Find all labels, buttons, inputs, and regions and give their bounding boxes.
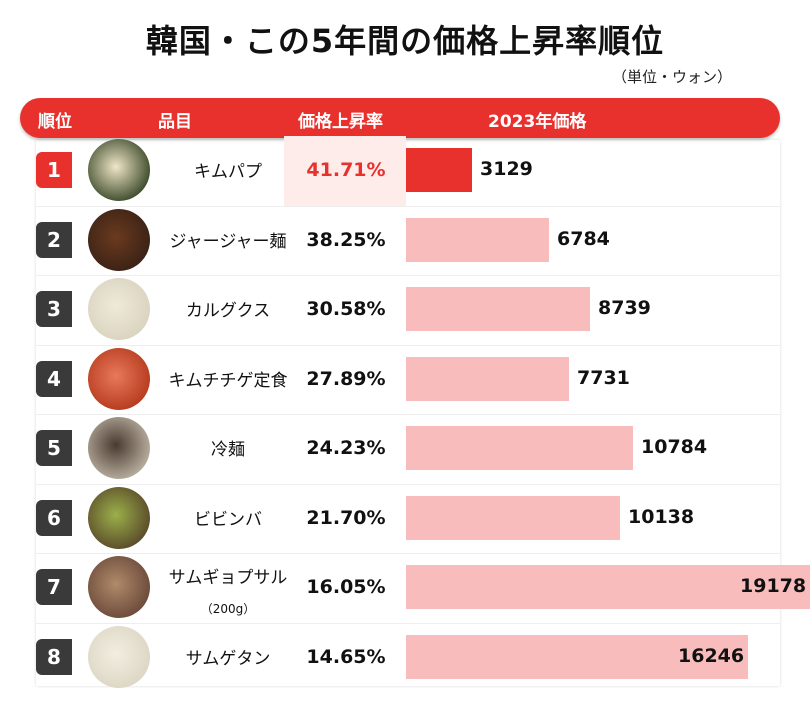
price-label: 7731 (577, 366, 630, 389)
price-label: 6784 (557, 227, 610, 250)
rate-value: 38.25% (306, 228, 386, 251)
price-label: 8739 (598, 297, 651, 319)
item-name: キムパプ (194, 162, 262, 182)
item-name: ジャージャー麺 (169, 231, 287, 252)
price-bar (406, 287, 590, 331)
row-divider (36, 275, 780, 276)
item-name: キムチチゲ定食 (168, 370, 288, 391)
kimchi-stew-icon (88, 347, 150, 410)
price-label: 10138 (628, 505, 695, 528)
price-label: 10784 (641, 436, 708, 458)
price-bar (406, 495, 620, 540)
price-label: 3129 (480, 158, 533, 180)
chart-title: 韓国・この5年間の価格上昇率順位 (145, 22, 665, 60)
samgyetang-icon (88, 625, 150, 688)
row-divider (36, 205, 780, 207)
price-bar (406, 217, 549, 262)
rate-value: 21.70% (306, 506, 386, 529)
table-row: 1 キムパプ 41.71% 3129 (36, 136, 780, 206)
rate-value: 16.05% (306, 576, 386, 598)
table-row: 4 キムチチゲ定食 27.89% 7731 (36, 345, 780, 415)
unit-label: （単位・ウォン） (611, 68, 732, 86)
price-label: 16246 (678, 644, 745, 667)
item-subname: （200g） (200, 602, 256, 616)
price-bar (406, 356, 569, 401)
row-divider (36, 622, 780, 624)
rank-badge: 8 (36, 638, 72, 675)
jajangmyeon-icon (88, 208, 150, 271)
rank-badge: 2 (36, 221, 72, 258)
row-divider (36, 344, 780, 346)
item-name: カルグクス (185, 301, 271, 321)
rate-value: 14.65% (306, 645, 386, 668)
table-row: 2 ジャージャー麺 38.25% 6784 (36, 206, 780, 276)
table-header: 順位 品目 価格上昇率 2023年価格 (20, 98, 780, 138)
item-name: 冷麺 (211, 440, 245, 460)
header-price: 2023年価格 (488, 112, 587, 132)
rate-value: 41.71% (306, 159, 386, 181)
bibimbap-icon (88, 486, 150, 549)
item-name: サムゲタン (185, 648, 271, 669)
price-bar (406, 426, 633, 470)
rate-highlight-bg (284, 136, 406, 206)
table-row: 7 サムギョプサル （200g） 16.05% 19178 (36, 553, 810, 623)
naengmyeon-icon (88, 417, 150, 479)
rank-badge: 7 (36, 569, 72, 605)
row-divider (36, 414, 780, 415)
rate-value: 27.89% (306, 367, 386, 390)
kalguksu-icon (88, 278, 150, 340)
item-name: サムギョプサル (168, 568, 288, 588)
kimbap-icon (88, 139, 150, 201)
rank-badge: 6 (36, 499, 72, 536)
table-row: 8 サムゲタン 14.65% 16246 (36, 623, 780, 693)
header-rank: 順位 (38, 112, 72, 132)
row-divider (36, 553, 780, 554)
price-label: 19178 (740, 575, 807, 597)
price-bar (406, 148, 472, 192)
item-name: ビビンバ (194, 509, 262, 530)
table-row: 5 冷麺 24.23% 10784 (36, 414, 780, 484)
price-bar (406, 565, 810, 609)
table-row: 3 カルグクス 30.58% 8739 (36, 275, 780, 345)
rate-value: 30.58% (306, 298, 386, 320)
price-bar (406, 634, 748, 679)
rate-value: 24.23% (306, 437, 386, 459)
samgyeopsal-icon (88, 556, 150, 618)
header-rate: 価格上昇率 (298, 112, 383, 132)
rank-badge: 3 (36, 291, 72, 327)
rank-badge: 4 (36, 360, 72, 397)
rank-badge: 5 (36, 430, 72, 466)
header-item: 品目 (158, 112, 192, 132)
row-divider (36, 483, 780, 485)
table-row: 6 ビビンバ 21.70% 10138 (36, 484, 780, 554)
rank-badge: 1 (36, 152, 72, 188)
